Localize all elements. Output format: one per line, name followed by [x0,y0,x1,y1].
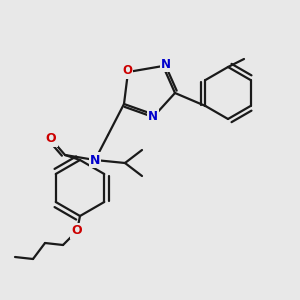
Text: O: O [46,133,56,146]
Text: N: N [148,110,158,124]
Text: O: O [72,224,82,238]
Text: N: N [90,154,100,166]
Text: O: O [122,64,132,77]
Text: N: N [161,58,171,70]
